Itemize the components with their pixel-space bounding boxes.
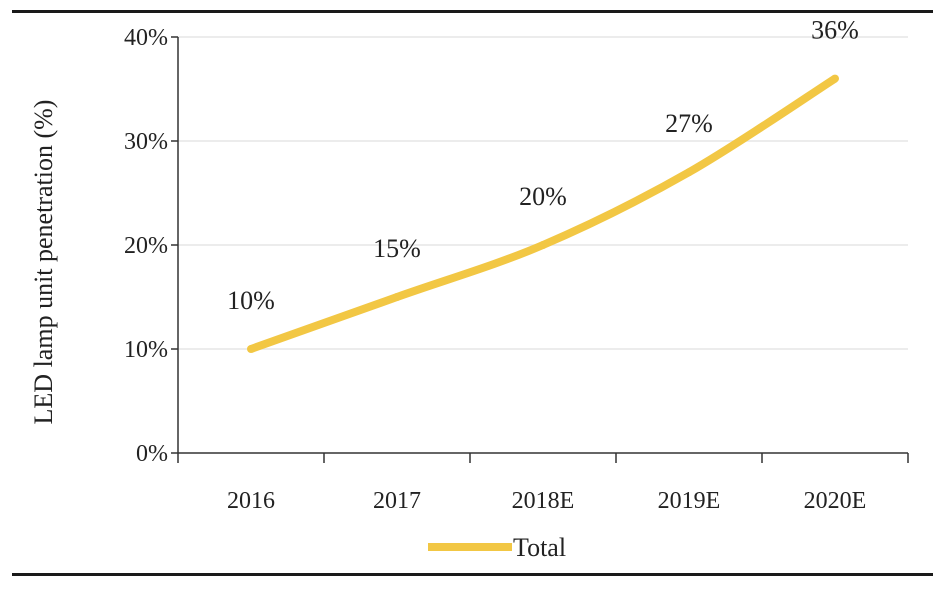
bottom-rule bbox=[12, 573, 933, 576]
y-tick-label: 20% bbox=[124, 233, 168, 259]
x-tick-labels: 2016 2017 2018E 2019E 2020E bbox=[227, 488, 866, 514]
series-layer bbox=[247, 74, 839, 353]
data-label: 36% bbox=[811, 16, 859, 45]
data-labels: 10% 15% 20% 27% 36% bbox=[227, 16, 859, 315]
data-label: 20% bbox=[519, 182, 567, 211]
x-tick-label: 2020E bbox=[804, 488, 867, 514]
data-point-2016 bbox=[247, 345, 255, 353]
x-tick-label: 2016 bbox=[227, 488, 275, 514]
axes bbox=[171, 36, 909, 463]
x-tick-label: 2019E bbox=[658, 488, 721, 514]
top-rule bbox=[12, 10, 933, 13]
y-tick-labels: 0% 10% 20% 30% 40% bbox=[124, 25, 168, 467]
data-label: 10% bbox=[227, 286, 275, 315]
data-point-2017 bbox=[393, 293, 401, 301]
legend-label-total: Total bbox=[513, 533, 566, 562]
y-tick-label: 10% bbox=[124, 337, 168, 363]
data-point-2019e bbox=[685, 168, 693, 177]
data-point-2018e bbox=[539, 241, 547, 249]
y-tick-label: 40% bbox=[124, 25, 168, 51]
series-line-total bbox=[249, 75, 838, 353]
x-tick-label: 2018E bbox=[512, 488, 575, 514]
data-point-2020e bbox=[831, 74, 839, 83]
data-label: 15% bbox=[373, 234, 421, 263]
x-tick-label: 2017 bbox=[373, 488, 421, 514]
y-axis-title: LED lamp unit penetration (%) bbox=[29, 100, 58, 425]
y-tick-label: 30% bbox=[124, 129, 168, 155]
data-label: 27% bbox=[665, 109, 713, 138]
legend: Total bbox=[428, 533, 566, 562]
y-tick-label: 0% bbox=[136, 441, 168, 467]
